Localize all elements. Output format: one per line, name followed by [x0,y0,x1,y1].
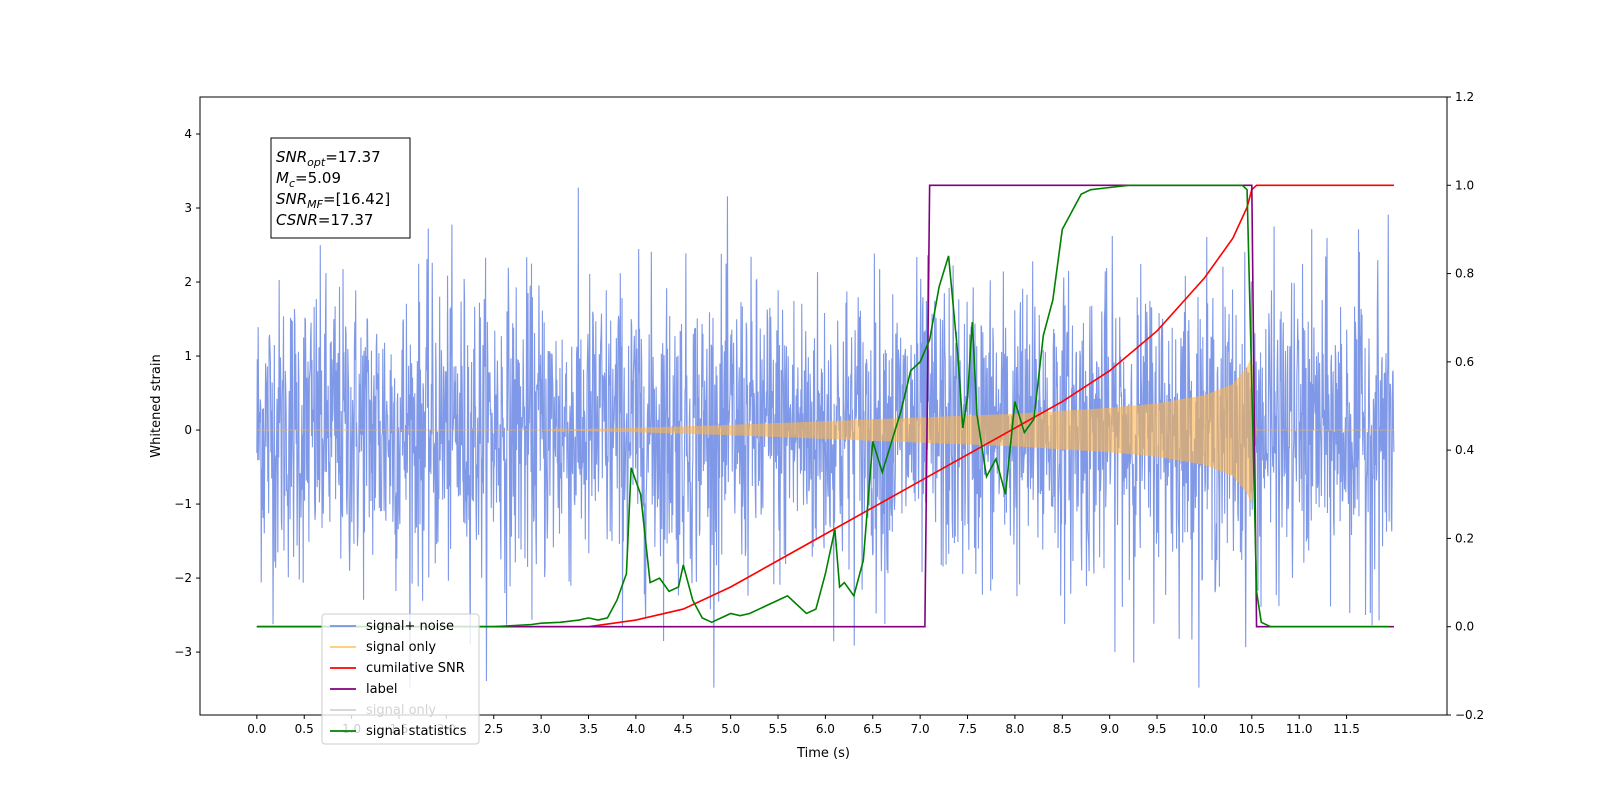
x-tick-label: 4.5 [674,722,693,736]
series-signal-only-line [256,356,1394,504]
legend-frame [321,613,480,745]
y-tick-label: 0 [184,423,192,437]
legend-label: signal+ noise [366,619,454,634]
y-tick-label: 3 [184,201,192,215]
x-tick-label: 0.0 [247,722,266,736]
y-tick-label: −3 [174,645,192,659]
x-tick-label: 3.0 [532,722,551,736]
legend-label: cumilative SNR [366,661,465,676]
y-tick-label: −1 [174,497,192,511]
x-tick-label: 4.0 [626,722,645,736]
x-tick-label: 8.0 [1005,722,1024,736]
x-tick-label: 6.0 [816,722,835,736]
y-tick-label: 4 [184,127,192,141]
x-tick-label: 3.5 [579,722,598,736]
legend-label: signal statistics [366,724,467,739]
x-tick-label: 11.5 [1333,722,1360,736]
y2-tick-label: 1.2 [1455,90,1474,104]
y-tick-label: −2 [174,571,192,585]
y-axis-label: Whitened strain [149,354,164,457]
series-cumilative-snr-line [256,184,1394,628]
legend-label: signal only [366,640,436,655]
x-tick-label: 5.0 [721,722,740,736]
legend-label: signal only [366,703,436,718]
x-tick-label: 7.5 [958,722,977,736]
x-tick-label: 5.5 [768,722,787,736]
y-tick-label: 1 [184,349,192,363]
y2-tick-label: 0.6 [1455,355,1474,369]
y-tick-label: 2 [184,275,192,289]
y2-tick-label: 0.0 [1455,620,1474,634]
legend: signal+ noise signal only cumilative SNR la… [321,613,480,745]
annotation-line: SNRMF=[16.42] [276,190,390,211]
legend-label: label [366,682,397,697]
y2-tick-label: 0.2 [1455,531,1474,545]
axes-frame [199,96,1448,716]
x-tick-label: 2.5 [484,722,503,736]
y2-tick-label: −0.2 [1455,708,1484,722]
x-tick-label: 11.0 [1286,722,1313,736]
annotation-line: Mc=5.09 [276,169,341,190]
annotation-frame [270,137,411,239]
x-tick-label: 9.0 [1100,722,1119,736]
x-tick-label: 8.5 [1053,722,1072,736]
x-tick-label: 10.5 [1238,722,1265,736]
series-signal-statistics-line [256,184,1390,628]
y2-tick-label: 0.8 [1455,267,1474,281]
y2-tick-label: 1.0 [1455,178,1474,192]
series-layer [256,184,1395,688]
x-tick-label: 6.5 [863,722,882,736]
x-tick-label: 9.5 [1147,722,1166,736]
x-tick-label: 10.0 [1191,722,1218,736]
x-tick-label: 0.5 [295,722,314,736]
annotation-line: SNRopt=17.37 [276,148,381,169]
x-axis-label: Time (s) [796,746,850,761]
annotation-line: CSNR=17.37 [276,211,373,229]
annotation-box: SNRopt=17.37Mc=5.09SNRMF=[16.42]CSNR=17.… [270,137,411,239]
x-tick-label: 7.0 [911,722,930,736]
y2-tick-label: 0.4 [1455,443,1474,457]
